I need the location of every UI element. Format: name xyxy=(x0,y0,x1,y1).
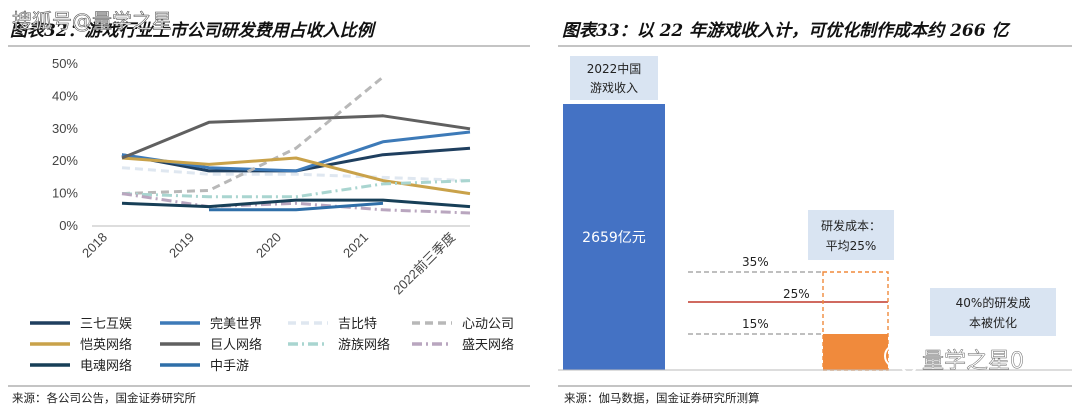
revenue-label-box xyxy=(570,56,658,100)
label-15: 15% xyxy=(742,317,769,331)
watermark-top-text: 搜狐号@量学之星 xyxy=(12,9,172,33)
y-tick-label: 20% xyxy=(52,153,78,168)
revenue-label-line1: 2022中国 xyxy=(587,61,642,76)
rd-cost-label-line1: 研发成本： xyxy=(821,218,881,233)
series-line xyxy=(121,156,471,196)
left-chart-title: 图表32：游戏行业上市公司研发费用占收入比例 xyxy=(10,21,377,41)
revenue-bar xyxy=(563,104,665,370)
rd-cost-label-box xyxy=(808,210,894,260)
legend-label: 中手游 xyxy=(210,359,249,374)
y-tick-label: 30% xyxy=(52,121,78,136)
y-tick-label: 0% xyxy=(59,218,78,233)
right-chart-title: 图表33：以 22 年游戏收入计，可优化制作成本约 266 亿 xyxy=(562,21,1011,41)
x-tick-label: 2021 xyxy=(340,230,371,261)
y-tick-label: 50% xyxy=(52,56,78,71)
legend-label: 三七互娱 xyxy=(80,317,132,332)
legend-label: 心动公司 xyxy=(462,317,514,332)
series-line xyxy=(209,201,384,212)
wechat-icon xyxy=(884,344,918,373)
series-line xyxy=(121,146,471,173)
series-line xyxy=(121,192,471,215)
series-line xyxy=(121,198,471,209)
series-line xyxy=(121,166,471,183)
right-chart: 图表33：以 22 年游戏收入计，可优化制作成本约 266 亿 2022中国 游… xyxy=(558,21,1072,405)
legend-label: 完美世界 xyxy=(210,317,262,332)
legend-label: 吉比特 xyxy=(338,317,377,332)
rd-cost-range-frame xyxy=(822,271,889,371)
watermark-bottom-text: 量学之星0 xyxy=(922,349,1024,374)
series-line xyxy=(121,114,471,160)
legend-label: 巨人网络 xyxy=(210,337,262,353)
optimized-label-line2: 本被优化 xyxy=(969,316,1017,330)
left-y-axis: 0% 10% 20% 30% 40% 50% xyxy=(52,56,470,233)
y-tick-label: 10% xyxy=(52,186,78,201)
optimized-label-line1: 40%的研发成 xyxy=(956,295,1031,310)
optimized-label-box xyxy=(930,288,1056,336)
revenue-value-label: 2659亿元 xyxy=(582,230,646,246)
y-tick-label: 40% xyxy=(52,88,78,103)
label-35: 35% xyxy=(742,255,769,269)
left-x-axis: 2018 2019 2020 2021 2022前三季度 xyxy=(79,230,458,298)
left-chart-source: 来源：各公司公告，国金证券研究所 xyxy=(12,391,196,405)
left-chart: 图表32：游戏行业上市公司研发费用占收入比例 0% 10% 20% 30% 40% 50%… xyxy=(8,21,530,405)
series-line xyxy=(121,75,384,196)
optimized-cost-bar xyxy=(823,334,888,370)
left-series-lines xyxy=(121,75,471,215)
label-25: 25% xyxy=(783,287,810,301)
rd-cost-label-line2: 平均25% xyxy=(826,239,877,253)
legend-label: 恺英网络 xyxy=(80,337,132,353)
x-tick-label: 2018 xyxy=(79,230,110,261)
legend-label: 盛天网络 xyxy=(462,337,514,353)
x-tick-label: 2022前三季度 xyxy=(390,230,458,298)
revenue-label-line2: 游戏收入 xyxy=(590,81,638,95)
series-line xyxy=(121,179,471,199)
right-chart-source: 来源：伽马数据，国金证券研究所测算 xyxy=(564,391,760,405)
x-tick-label: 2019 xyxy=(166,230,197,261)
x-tick-label: 2020 xyxy=(253,230,284,261)
watermark-bottom: 量学之星0 xyxy=(884,344,1024,374)
legend-label: 游族网络 xyxy=(338,337,390,353)
watermark-top: 搜狐号@量学之星 xyxy=(12,9,173,34)
legend-label: 电魂网络 xyxy=(80,358,132,374)
